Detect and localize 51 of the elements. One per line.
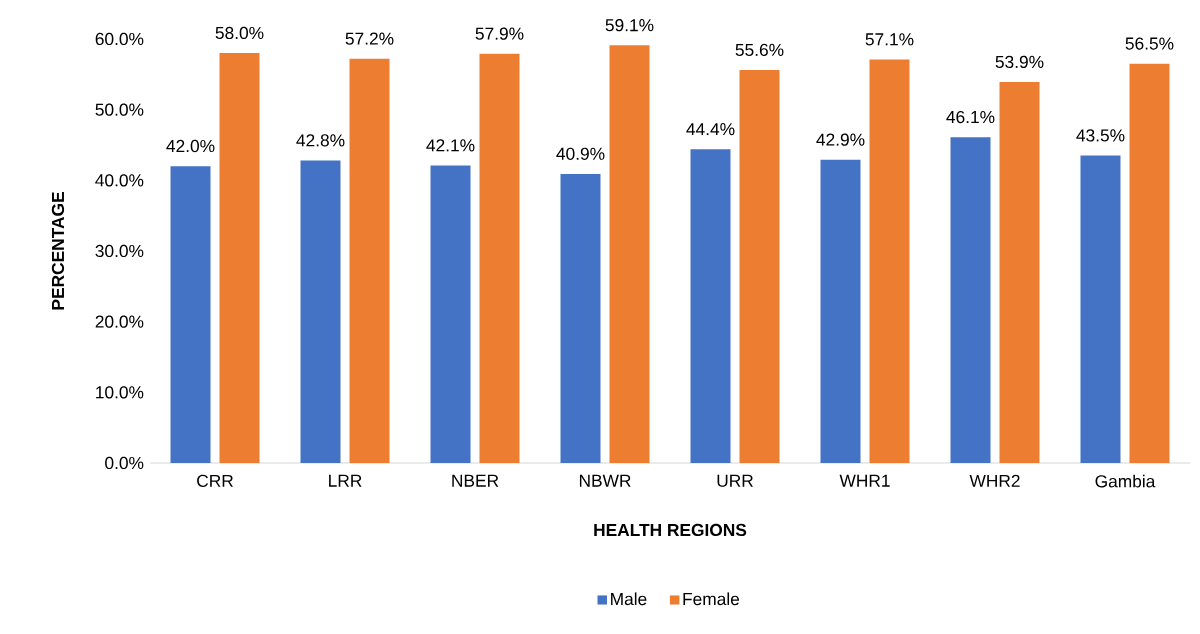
bar: [690, 149, 731, 463]
data-label: 55.6%: [735, 43, 784, 57]
x-tick-label: LRR: [329, 474, 362, 487]
bar: [1129, 63, 1170, 463]
x-axis-title: HEALTH REGIONS: [594, 523, 747, 537]
data-label: 42.9%: [816, 133, 865, 146]
data-label: 42.0%: [166, 139, 215, 153]
y-tick-label: 40.0%: [95, 174, 144, 187]
bar: [950, 137, 991, 463]
data-label: 43.5%: [1076, 129, 1125, 142]
x-tick-label: WHR1: [839, 474, 890, 487]
y-axis-title: PERCENTAGE: [51, 192, 65, 310]
data-label: 42.8%: [296, 134, 345, 147]
legend-label: Female: [683, 592, 740, 606]
data-label: 53.9%: [995, 55, 1044, 69]
x-tick-label: WHR2: [969, 474, 1020, 487]
bar: [1080, 155, 1121, 463]
y-tick-label: 60.0%: [95, 32, 144, 46]
bar: [999, 82, 1040, 463]
y-tick-label: 0.0%: [105, 456, 144, 470]
x-tick-label: Gambia: [1095, 474, 1156, 488]
y-tick-label: 50.0%: [95, 103, 144, 116]
data-label: 57.9%: [475, 27, 524, 40]
bar: [430, 165, 471, 463]
bar: [869, 59, 910, 463]
x-tick-label: NBWR: [579, 474, 631, 487]
bar: [609, 45, 650, 463]
bar: [739, 70, 780, 463]
y-tick-label: 10.0%: [96, 386, 144, 399]
x-tick-label: URR: [717, 474, 753, 487]
bar: [300, 160, 341, 463]
bar: [479, 53, 520, 463]
y-tick-label: 30.0%: [95, 244, 144, 258]
bar: [349, 58, 390, 463]
data-label: 56.5%: [1125, 37, 1174, 50]
legend-label: Male: [611, 592, 647, 606]
data-label: 46.1%: [946, 110, 995, 124]
x-tick-label: NBER: [452, 474, 499, 487]
data-label: 57.2%: [345, 32, 394, 45]
data-label: 57.1%: [865, 33, 914, 46]
data-label: 58.0%: [215, 26, 264, 40]
bar: [820, 159, 861, 463]
x-tick-label: CRR: [197, 474, 233, 487]
data-label: 44.4%: [686, 123, 735, 136]
bar: [170, 166, 211, 463]
bar: [219, 53, 260, 463]
data-label: 42.1%: [426, 139, 475, 152]
bar: [560, 173, 601, 463]
y-tick-label: 20.0%: [95, 315, 144, 328]
data-label: 40.9%: [556, 147, 605, 160]
data-label: 59.1%: [605, 19, 654, 32]
